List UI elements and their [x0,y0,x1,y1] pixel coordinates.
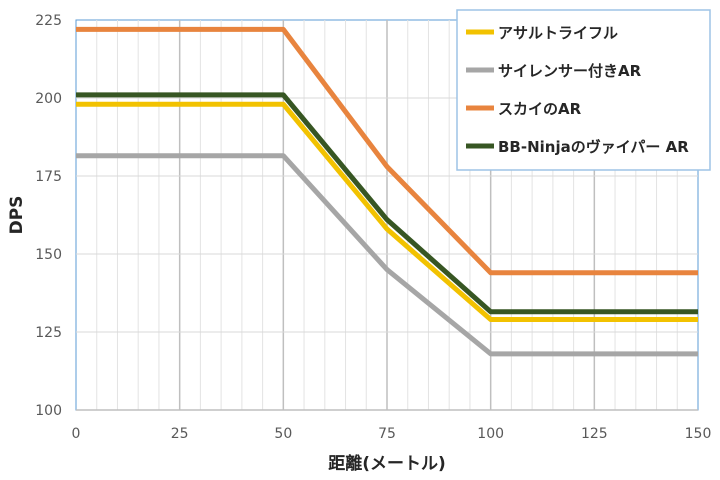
legend-label-4: BB-Ninjaのヴァイパー AR [498,138,689,156]
y-tick-label: 175 [35,169,62,185]
x-tick-label: 50 [274,426,292,442]
x-tick-label: 100 [477,426,504,442]
legend-label-3: スカイのAR [498,100,582,118]
series-line-2 [76,153,698,357]
y-tick-label: 100 [35,403,62,419]
series-line-4 [76,92,698,315]
x-tick-label: 150 [685,426,712,442]
series-lines [76,26,698,357]
y-tick-label: 225 [35,13,62,29]
x-axis-ticks: 0 25 50 75 100 125 150 [72,426,712,442]
y-tick-label: 150 [35,247,62,263]
legend-box [456,9,711,171]
legend-label-2: サイレンサー付きAR [498,62,642,80]
y-tick-label: 125 [35,325,62,341]
series-line-1 [76,101,698,323]
y-axis-title: DPS [7,196,27,235]
y-axis-ticks: 100 125 150 175 200 225 [35,13,62,419]
x-tick-label: 25 [171,426,189,442]
x-tick-label: 125 [581,426,608,442]
legend-label-1: アサルトライフル [498,24,618,42]
x-axis-title: 距離(メートル) [328,453,446,474]
x-tick-label: 0 [72,426,81,442]
y-tick-label: 200 [35,91,62,107]
x-tick-label: 75 [378,426,396,442]
series-line-3 [76,26,698,276]
